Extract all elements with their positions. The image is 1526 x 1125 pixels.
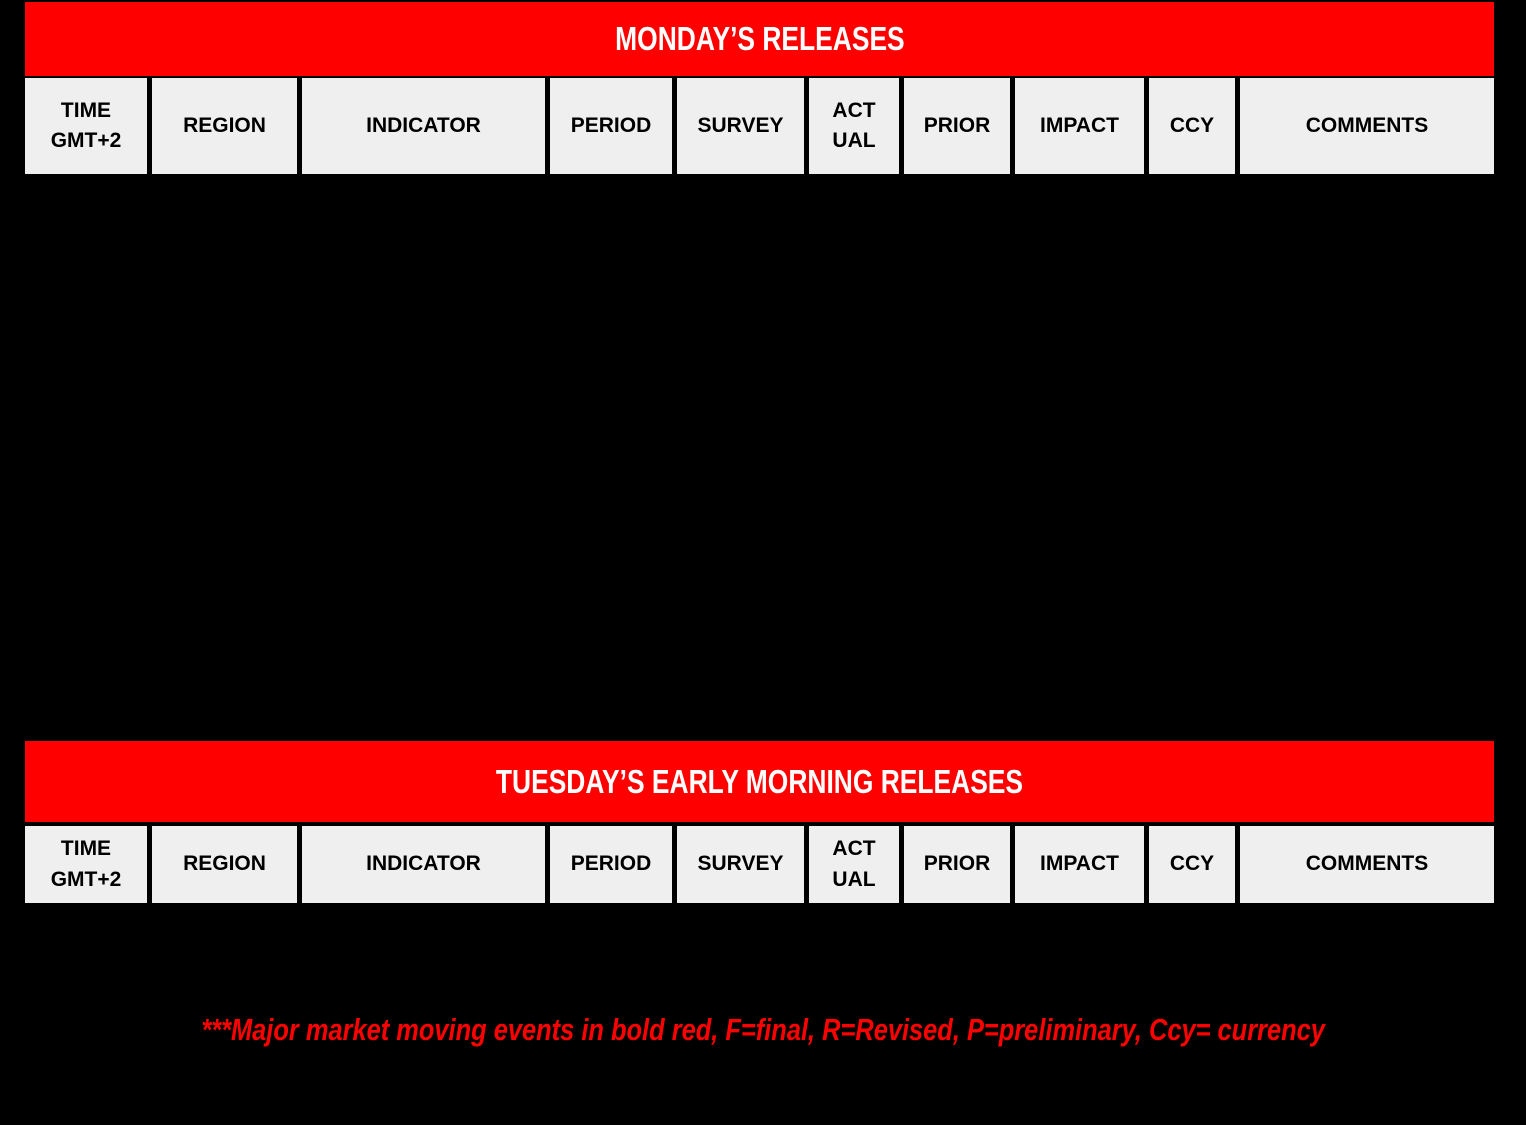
tuesday-table-body xyxy=(0,903,1526,1008)
column-header-period: PERIOD xyxy=(550,826,672,903)
column-header-region: REGION xyxy=(152,826,297,903)
monday-table-body xyxy=(25,174,1494,741)
column-header-comments: COMMENTS xyxy=(1240,826,1494,903)
column-header-indicator: INDICATOR xyxy=(302,78,545,174)
column-header-time-gmt: TIME GMT+2 xyxy=(25,78,147,174)
legend-footnote: ***Major market moving events in bold re… xyxy=(201,1012,1325,1047)
tuesday-early-morning-releases-table: TUESDAY’S EARLY MORNING RELEASES TIME GM… xyxy=(25,741,1494,903)
column-header-time-gmt: TIME GMT+2 xyxy=(25,826,147,903)
column-header-ccy: CCY xyxy=(1149,78,1235,174)
column-header-impact: IMPACT xyxy=(1015,78,1144,174)
column-header-comments: COMMENTS xyxy=(1240,78,1494,174)
column-header-actual: ACT UAL xyxy=(809,826,899,903)
monday-header-row: TIME GMT+2 REGION INDICATOR PERIOD SURVE… xyxy=(25,78,1494,174)
column-header-prior: PRIOR xyxy=(904,78,1010,174)
column-header-survey: SURVEY xyxy=(677,78,804,174)
column-header-survey: SURVEY xyxy=(677,826,804,903)
column-header-region: REGION xyxy=(152,78,297,174)
monday-releases-title-bar: MONDAY’S RELEASES xyxy=(25,2,1494,76)
footnote-row: ***Major market moving events in bold re… xyxy=(0,1008,1526,1052)
monday-releases-title: MONDAY’S RELEASES xyxy=(614,20,905,57)
tuesday-header-row: TIME GMT+2 REGION INDICATOR PERIOD SURVE… xyxy=(25,826,1494,903)
column-header-ccy: CCY xyxy=(1149,826,1235,903)
tuesday-releases-title-bar: TUESDAY’S EARLY MORNING RELEASES xyxy=(25,741,1494,822)
column-header-period: PERIOD xyxy=(550,78,672,174)
column-header-impact: IMPACT xyxy=(1015,826,1144,903)
tuesday-releases-title: TUESDAY’S EARLY MORNING RELEASES xyxy=(495,762,1024,800)
monday-releases-table: MONDAY’S RELEASES TIME GMT+2 REGION INDI… xyxy=(25,2,1494,174)
column-header-indicator: INDICATOR xyxy=(302,826,545,903)
column-header-prior: PRIOR xyxy=(904,826,1010,903)
column-header-actual: ACT UAL xyxy=(809,78,899,174)
